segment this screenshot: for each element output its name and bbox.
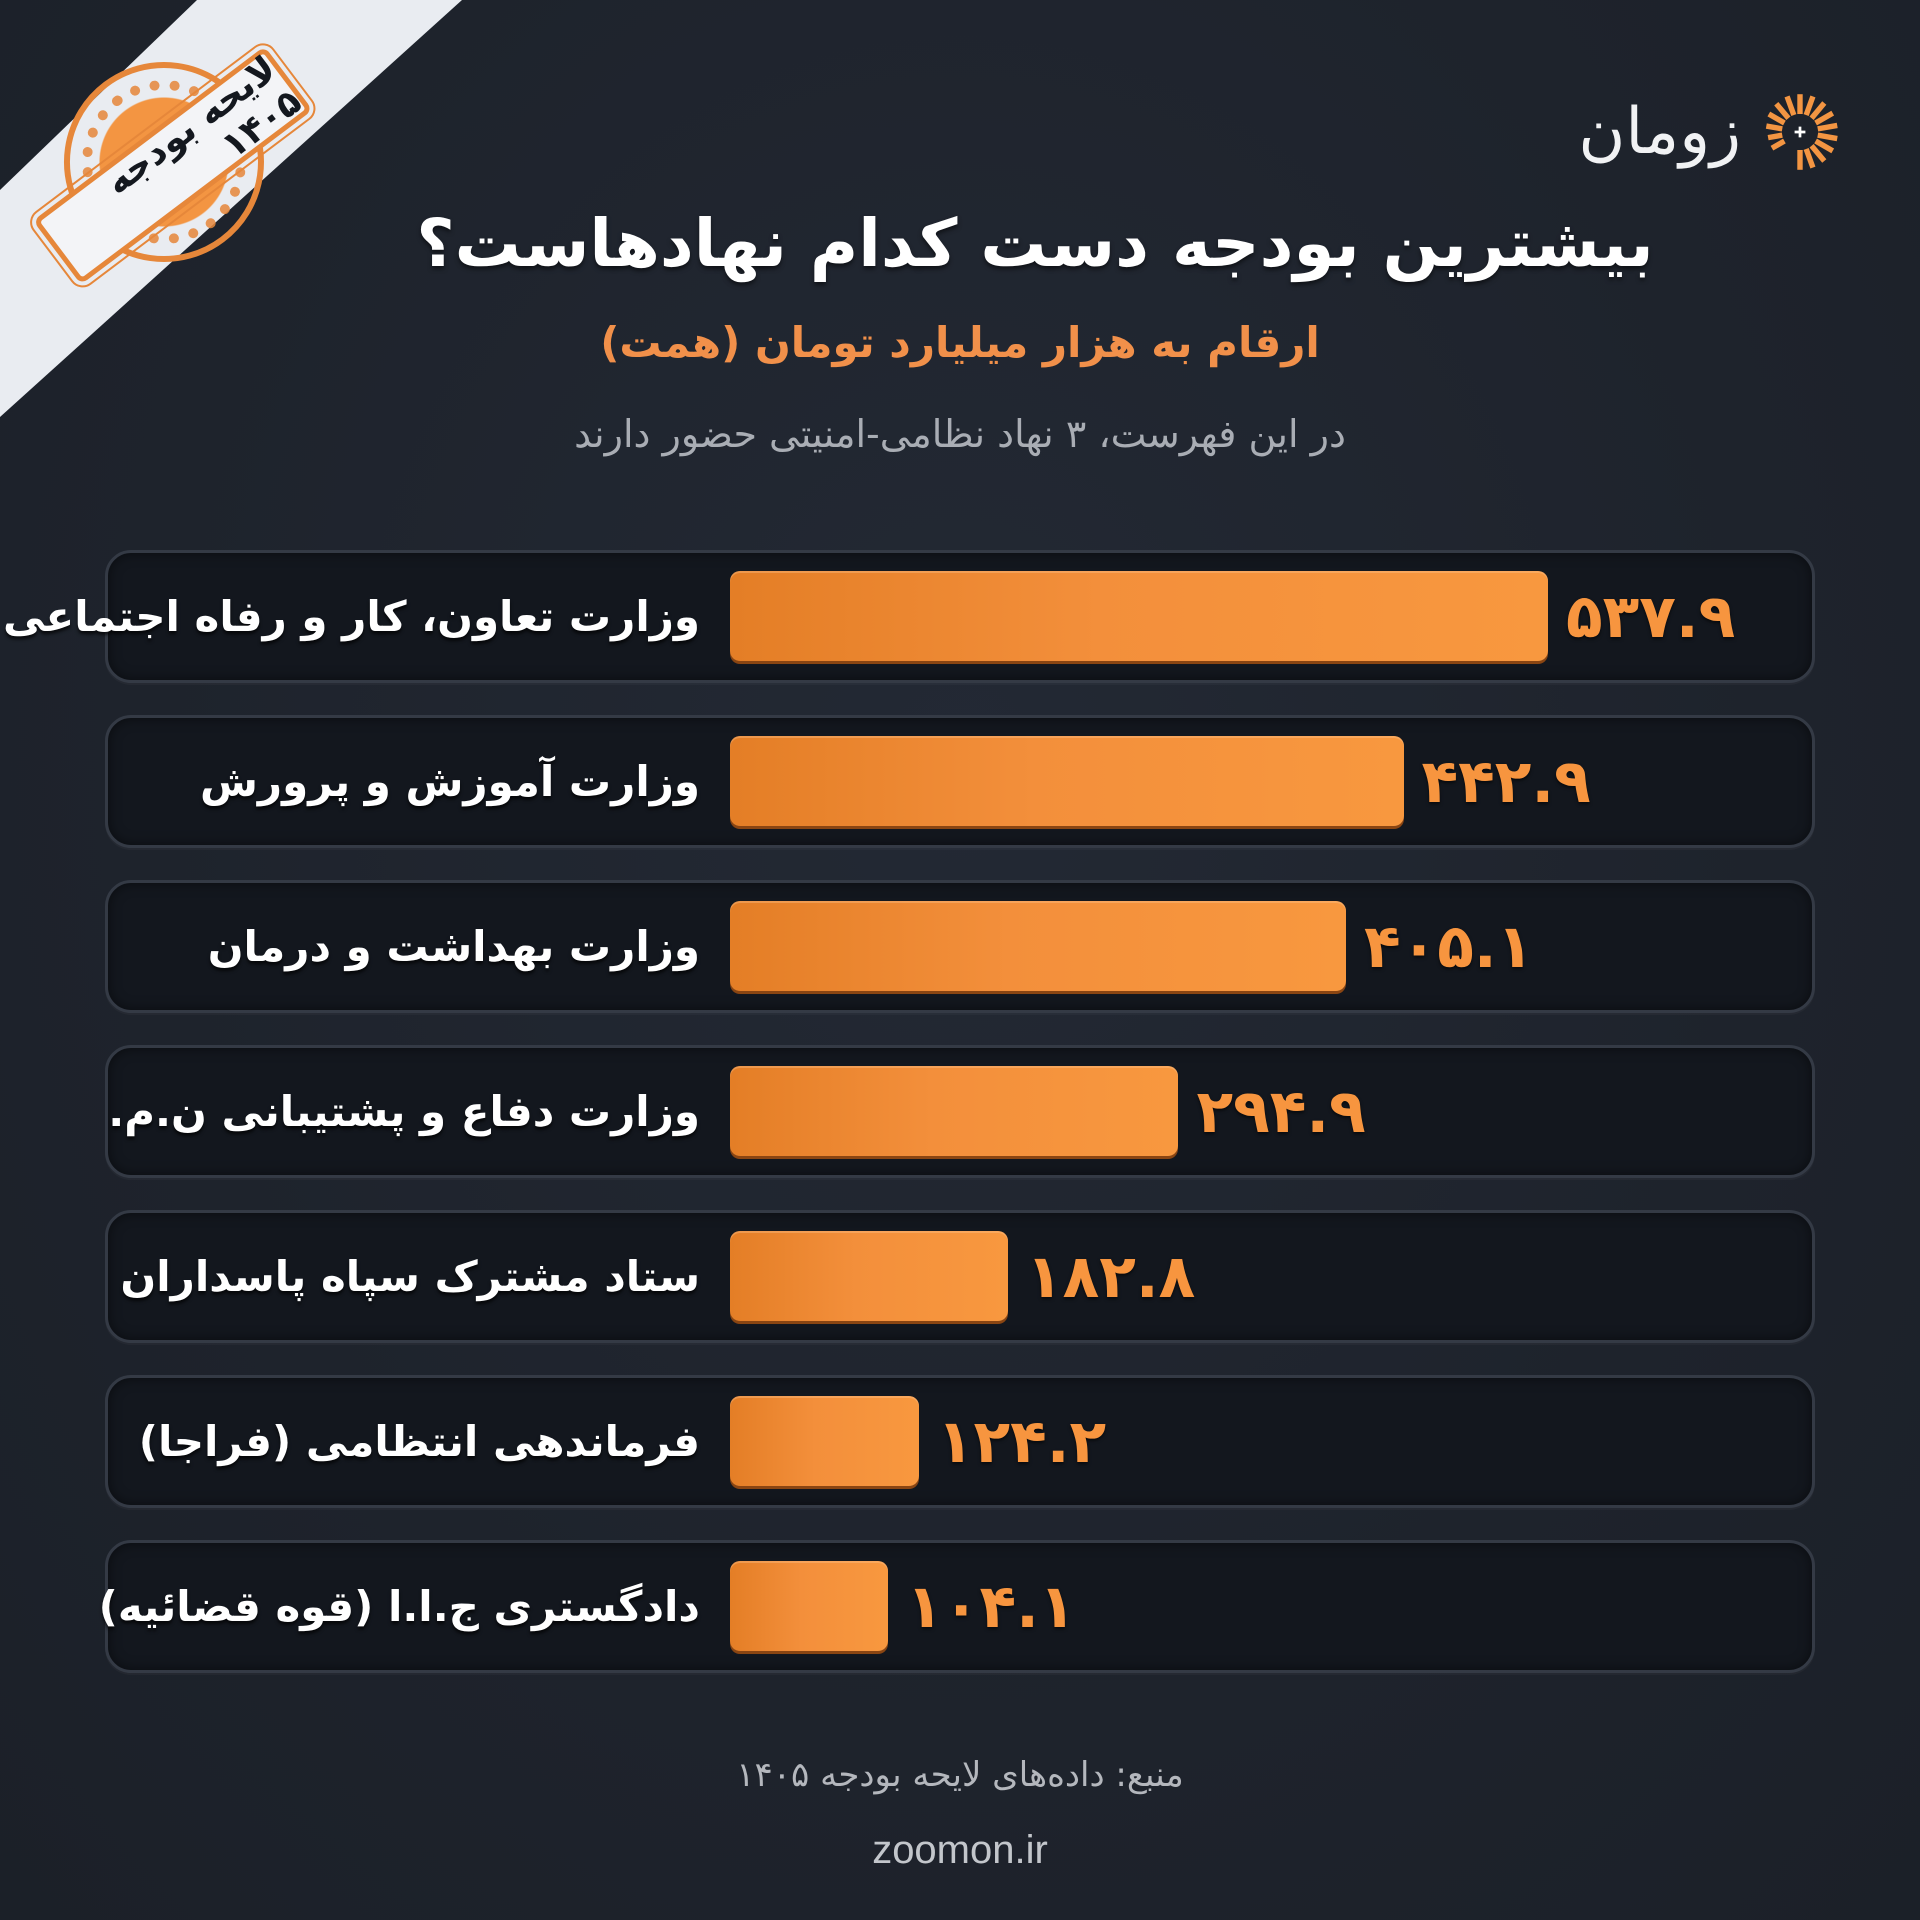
bar — [730, 571, 1548, 661]
bar-value: ۴۴۲.۹ — [1421, 746, 1591, 817]
bar — [730, 1231, 1008, 1321]
source-note: منبع: داده‌های لایحه بودجه ۱۴۰۵ — [736, 1755, 1184, 1795]
row-label: دادگستری ج.ا.ا (قوه قضائیه) — [98, 1582, 700, 1631]
bar — [730, 1396, 919, 1486]
bar-value: ۲۹۴.۹ — [1196, 1076, 1366, 1147]
chart-row: ستاد مشترک سپاه پاسداران ۱۸۲.۸ — [105, 1210, 1815, 1343]
chart-row: وزارت بهداشت و درمان ۴۰۵.۱ — [105, 880, 1815, 1013]
chart-title: بیشترین بودجه دست کدام نهادهاست؟ — [416, 205, 1654, 282]
bar-value: ۵۳۷.۹ — [1566, 581, 1736, 652]
row-label: وزارت دفاع و پشتیبانی ن.م. — [108, 1087, 700, 1136]
bar — [730, 736, 1404, 826]
chart-row: وزارت تعاون، کار و رفاه اجتماعی ۵۳۷.۹ — [3, 550, 1815, 683]
row-label: فرماندهی انتظامی (فراجا) — [138, 1417, 700, 1466]
row-label: وزارت تعاون، کار و رفاه اجتماعی — [3, 592, 700, 641]
chart-row: وزارت دفاع و پشتیبانی ن.م. ۲۹۴.۹ — [105, 1045, 1815, 1178]
bar-value: ۱۲۴.۲ — [936, 1406, 1107, 1477]
bar-value: ۴۰۵.۱ — [1364, 911, 1534, 982]
brand-logo: زومان — [1578, 82, 1845, 182]
chart-note: در این فهرست، ۳ نهاد نظامی-امنیتی حضور د… — [574, 412, 1346, 456]
website-link[interactable]: zoomon.ir — [872, 1828, 1048, 1872]
bar — [730, 1561, 889, 1651]
row-label: ستاد مشترک سپاه پاسداران — [120, 1252, 700, 1301]
bar-value: ۱۸۲.۸ — [1025, 1241, 1196, 1312]
row-label: وزارت آموزش و پرورش — [199, 757, 700, 806]
row-label: وزارت بهداشت و درمان — [207, 922, 700, 971]
bar-value: ۱۰۴.۱ — [906, 1571, 1076, 1642]
chart-subtitle: ارقام به هزار میلیارد تومان (همت) — [600, 318, 1320, 367]
bar — [730, 1066, 1179, 1156]
bar — [730, 901, 1347, 991]
chart-row: فرماندهی انتظامی (فراجا) ۱۲۴.۲ — [105, 1375, 1815, 1508]
chart-row: وزارت آموزش و پرورش ۴۴۲.۹ — [105, 715, 1815, 848]
chart-row: دادگستری ج.ا.ا (قوه قضائیه) ۱۰۴.۱ — [99, 1540, 1815, 1673]
sunburst-spiral-icon — [1765, 94, 1838, 170]
logo-text: زومان — [1578, 95, 1741, 169]
